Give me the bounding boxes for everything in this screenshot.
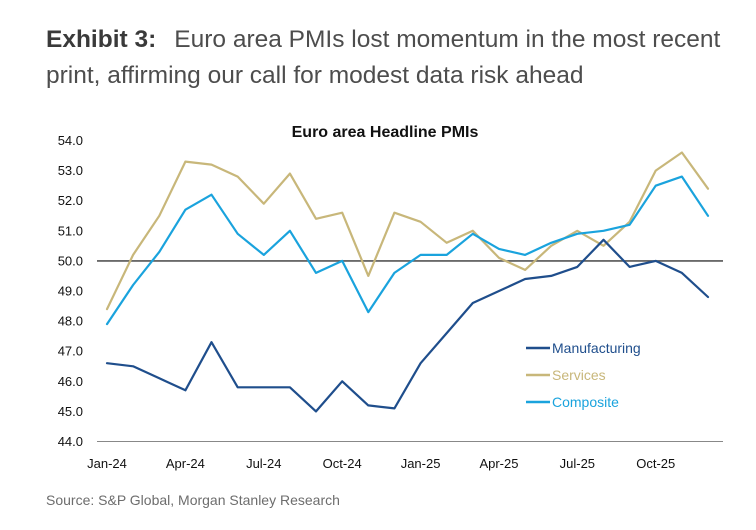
x-tick-label: Oct-25 <box>636 456 675 471</box>
legend-label-composite: Composite <box>552 394 619 410</box>
exhibit-title: Euro area PMIs lost momentum in the most… <box>46 26 721 89</box>
x-tick-label: Apr-25 <box>479 456 518 471</box>
x-tick-label: Apr-24 <box>166 456 205 471</box>
x-tick-label: Jan-24 <box>87 456 127 471</box>
chart-series <box>105 151 710 413</box>
exhibit-heading: Exhibit 3: Euro area PMIs lost momentum i… <box>46 22 726 94</box>
legend-label-manufacturing: Manufacturing <box>552 340 641 356</box>
x-tick-label: Jul-24 <box>246 456 281 471</box>
y-tick-label: 53.0 <box>58 163 83 178</box>
series-line-composite <box>105 175 710 326</box>
x-tick-label: Jul-25 <box>560 456 595 471</box>
y-tick-label: 54.0 <box>58 133 83 148</box>
y-tick-label: 51.0 <box>58 223 83 238</box>
y-tick-label: 50.0 <box>58 253 83 268</box>
y-tick-label: 52.0 <box>58 193 83 208</box>
series-line-manufacturing <box>105 238 710 413</box>
chart-title: Euro area Headline PMIs <box>292 124 479 141</box>
chart-axes: 44.0 45.0 46.0 47.0 48.0 49.0 50.0 51.0 52.0 53.0… <box>58 133 723 471</box>
y-tick-label: 49.0 <box>58 284 83 299</box>
x-tick-label: Jan-25 <box>401 456 441 471</box>
y-tick-label: 45.0 <box>58 404 83 419</box>
x-tick-label: Oct-24 <box>323 456 362 471</box>
y-tick-label: 48.0 <box>58 314 83 329</box>
legend-label-services: Services <box>552 367 606 383</box>
source-note: Source: S&P Global, Morgan Stanley Resea… <box>46 492 340 508</box>
y-tick-label: 47.0 <box>58 344 83 359</box>
exhibit-label: Exhibit 3: <box>46 26 157 53</box>
series-line-services <box>105 151 710 311</box>
y-tick-label: 44.0 <box>58 434 83 449</box>
chart-legend: Manufacturing Services Composite <box>526 340 641 410</box>
y-tick-label: 46.0 <box>58 374 83 389</box>
